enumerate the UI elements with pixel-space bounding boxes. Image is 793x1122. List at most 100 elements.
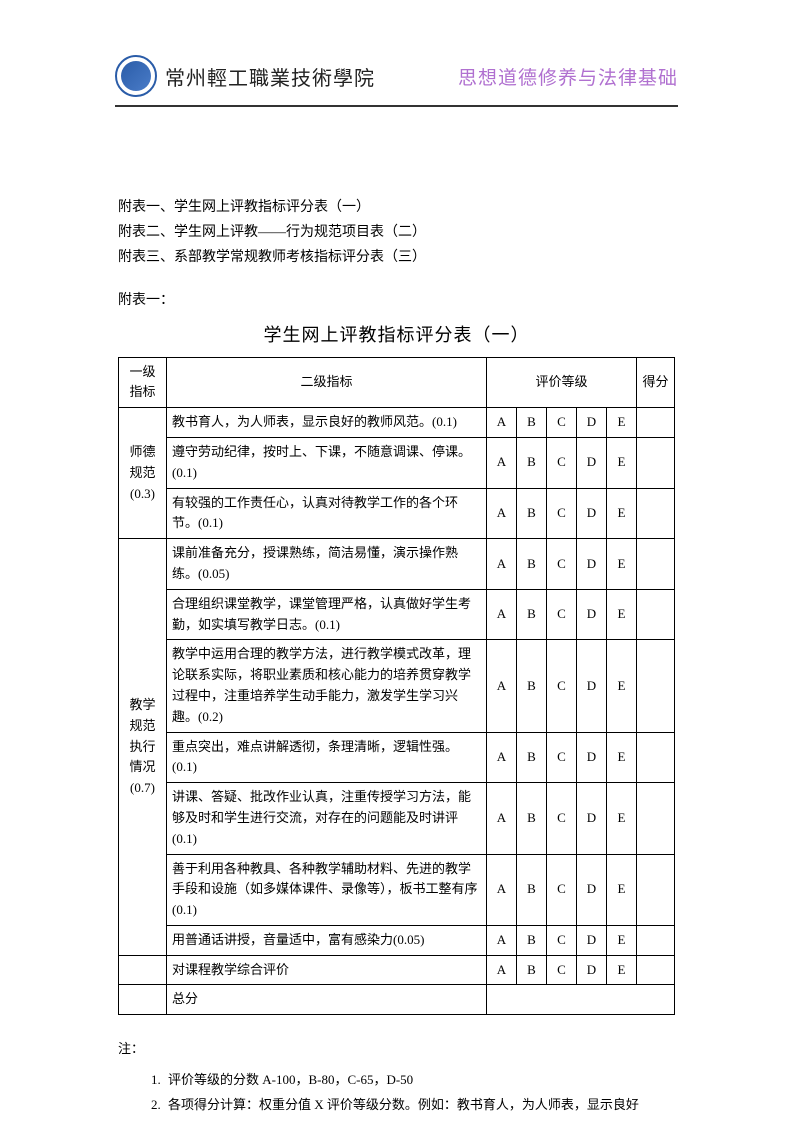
grade-cell[interactable]: C [547, 783, 577, 854]
school-logo [115, 55, 157, 97]
grade-cell[interactable]: E [607, 408, 637, 438]
table-row: 善于利用各种教具、各种教学辅助材料、先进的教学手段和设施（如多媒体课件、录像等）… [119, 854, 675, 925]
grade-cell[interactable]: C [547, 488, 577, 539]
grade-cell[interactable]: E [607, 955, 637, 985]
grade-cell[interactable]: D [577, 854, 607, 925]
grade-cell[interactable]: A [487, 732, 517, 783]
grade-cell[interactable]: C [547, 854, 577, 925]
table-row: 合理组织课堂教学，课堂管理严格，认真做好学生考勤，如实填写教学日志。(0.1)A… [119, 589, 675, 640]
grade-cell[interactable]: D [577, 488, 607, 539]
score-cell[interactable] [637, 408, 675, 438]
summary-row: 对课程教学综合评价ABCDE [119, 955, 675, 985]
grade-cell[interactable]: C [547, 955, 577, 985]
score-cell[interactable] [637, 854, 675, 925]
grade-cell[interactable]: E [607, 854, 637, 925]
grade-cell[interactable]: B [517, 854, 547, 925]
grade-cell[interactable]: A [487, 408, 517, 438]
level2-cell: 用普通话讲授，音量适中，富有感染力(0.05) [167, 925, 487, 955]
grade-cell[interactable]: C [547, 539, 577, 590]
table-row: 教学规范执行情况(0.7)课前准备充分，授课熟练，简洁易懂，演示操作熟练。(0.… [119, 539, 675, 590]
grade-cell[interactable]: B [517, 437, 547, 488]
notes-section: 注： 评价等级的分数 A-100，B-80，C-65，D-50各项得分计算：权重… [118, 1037, 675, 1117]
grade-cell[interactable]: E [607, 783, 637, 854]
header-level1: 一级指标 [119, 357, 167, 408]
grade-cell[interactable]: E [607, 732, 637, 783]
logo-area: 常州輕工職業技術學院 [115, 55, 375, 97]
score-cell[interactable] [637, 955, 675, 985]
table-row: 遵守劳动纪律，按时上、下课，不随意调课、停课。(0.1)ABCDE [119, 437, 675, 488]
total-row: 总分 [119, 985, 675, 1015]
score-cell[interactable] [637, 437, 675, 488]
grade-cell[interactable]: A [487, 955, 517, 985]
grade-cell[interactable]: A [487, 640, 517, 732]
evaluation-table: 一级指标 二级指标 评价等级 得分 师德规范(0.3)教书育人，为人师表，显示良… [118, 357, 675, 1016]
table-row: 讲课、答疑、批改作业认真，注重传授学习方法，能够及时和学生进行交流，对存在的问题… [119, 783, 675, 854]
grade-cell[interactable]: D [577, 955, 607, 985]
grade-cell[interactable]: A [487, 925, 517, 955]
grade-cell[interactable]: A [487, 783, 517, 854]
score-cell[interactable] [637, 925, 675, 955]
table-row: 教学中运用合理的教学方法，进行教学模式改革，理论联系实际，将职业素质和核心能力的… [119, 640, 675, 732]
attachment-list: 附表一、学生网上评教指标评分表（一） 附表二、学生网上评教——行为规范项目表（二… [118, 195, 675, 271]
grade-cell[interactable]: C [547, 589, 577, 640]
header-score: 得分 [637, 357, 675, 408]
grade-cell[interactable]: C [547, 732, 577, 783]
level2-cell: 课前准备充分，授课熟练，简洁易懂，演示操作熟练。(0.05) [167, 539, 487, 590]
level2-cell: 合理组织课堂教学，课堂管理严格，认真做好学生考勤，如实填写教学日志。(0.1) [167, 589, 487, 640]
level2-cell: 遵守劳动纪律，按时上、下课，不随意调课、停课。(0.1) [167, 437, 487, 488]
grade-cell[interactable]: E [607, 589, 637, 640]
score-cell[interactable] [637, 589, 675, 640]
note-item: 各项得分计算：权重分值 X 评价等级分数。例如：教书育人，为人师表，显示良好 [164, 1093, 675, 1118]
notes-label: 注： [118, 1037, 675, 1062]
table-row: 师德规范(0.3)教书育人，为人师表，显示良好的教师风范。(0.1)ABCDE [119, 408, 675, 438]
grade-cell[interactable]: A [487, 437, 517, 488]
grade-cell[interactable]: C [547, 925, 577, 955]
total-value [487, 985, 675, 1015]
grade-cell[interactable]: D [577, 640, 607, 732]
grade-cell[interactable]: C [547, 437, 577, 488]
grade-cell[interactable]: D [577, 539, 607, 590]
grade-cell[interactable]: D [577, 437, 607, 488]
attachment-line-2: 附表二、学生网上评教——行为规范项目表（二） [118, 220, 675, 245]
grade-cell[interactable]: E [607, 488, 637, 539]
table-title: 学生网上评教指标评分表（一） [118, 321, 675, 347]
level2-cell: 重点突出，难点讲解透彻，条理清晰，逻辑性强。(0.1) [167, 732, 487, 783]
level2-cell: 教书育人，为人师表，显示良好的教师风范。(0.1) [167, 408, 487, 438]
header-grade: 评价等级 [487, 357, 637, 408]
level2-cell: 讲课、答疑、批改作业认真，注重传授学习方法，能够及时和学生进行交流，对存在的问题… [167, 783, 487, 854]
grade-cell[interactable]: D [577, 408, 607, 438]
grade-cell[interactable]: B [517, 589, 547, 640]
grade-cell[interactable]: E [607, 640, 637, 732]
grade-cell[interactable]: A [487, 854, 517, 925]
grade-cell[interactable]: C [547, 640, 577, 732]
grade-cell[interactable]: B [517, 955, 547, 985]
grade-cell[interactable]: B [517, 640, 547, 732]
level2-cell: 有较强的工作责任心，认真对待教学工作的各个环节。(0.1) [167, 488, 487, 539]
score-cell[interactable] [637, 732, 675, 783]
grade-cell[interactable]: B [517, 732, 547, 783]
grade-cell[interactable]: E [607, 925, 637, 955]
grade-cell[interactable]: B [517, 783, 547, 854]
grade-cell[interactable]: B [517, 539, 547, 590]
grade-cell[interactable]: E [607, 437, 637, 488]
grade-cell[interactable]: B [517, 488, 547, 539]
score-cell[interactable] [637, 488, 675, 539]
grade-cell[interactable]: D [577, 783, 607, 854]
grade-cell[interactable]: D [577, 589, 607, 640]
grade-cell[interactable]: D [577, 732, 607, 783]
empty-cell [119, 985, 167, 1015]
table-row: 用普通话讲授，音量适中，富有感染力(0.05)ABCDE [119, 925, 675, 955]
level2-cell: 教学中运用合理的教学方法，进行教学模式改革，理论联系实际，将职业素质和核心能力的… [167, 640, 487, 732]
grade-cell[interactable]: C [547, 408, 577, 438]
score-cell[interactable] [637, 640, 675, 732]
grade-cell[interactable]: D [577, 925, 607, 955]
grade-cell[interactable]: B [517, 408, 547, 438]
score-cell[interactable] [637, 783, 675, 854]
score-cell[interactable] [637, 539, 675, 590]
grade-cell[interactable]: A [487, 589, 517, 640]
grade-cell[interactable]: B [517, 925, 547, 955]
total-label: 总分 [167, 985, 487, 1015]
grade-cell[interactable]: E [607, 539, 637, 590]
grade-cell[interactable]: A [487, 488, 517, 539]
grade-cell[interactable]: A [487, 539, 517, 590]
